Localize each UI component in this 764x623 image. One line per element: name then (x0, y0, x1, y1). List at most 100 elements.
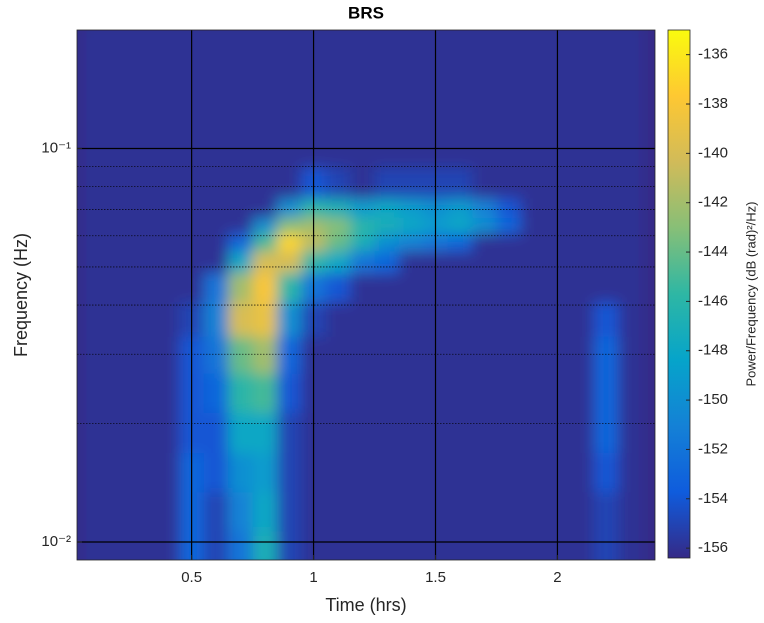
heat-cell (472, 69, 497, 121)
heat-cell (252, 198, 278, 218)
heat-cell (594, 491, 619, 532)
heat-cell (276, 119, 302, 169)
heat-cell (203, 301, 229, 337)
heat-cell (374, 30, 400, 70)
heat-cell (228, 412, 254, 453)
heat-cell (374, 272, 400, 303)
heat-cell (350, 119, 376, 169)
colorbar-tick-label: -154 (698, 490, 728, 507)
heat-cell (106, 272, 132, 303)
heatmap-cells (77, 30, 655, 560)
heat-cell (447, 530, 473, 560)
heat-cell (81, 530, 107, 560)
heat-cell (350, 69, 376, 121)
heat-cell (325, 491, 351, 532)
heat-cell (130, 69, 156, 121)
heat-cell (130, 167, 156, 199)
heat-cell (398, 233, 424, 252)
heat-cell (325, 233, 351, 252)
heat-cell (106, 491, 132, 532)
heat-cell (203, 412, 229, 453)
heat-cell (106, 119, 132, 169)
heat-cell (276, 373, 302, 413)
heat-cell (520, 491, 546, 532)
heat-cell (350, 198, 376, 218)
heat-cell (252, 491, 278, 532)
heat-cell (520, 250, 546, 274)
heat-cell (569, 167, 595, 199)
heat-cell (374, 491, 400, 532)
heat-cell (350, 272, 376, 303)
heat-cell (569, 301, 595, 337)
heat-cell (252, 119, 278, 169)
heat-cell (276, 250, 302, 274)
heat-cell (520, 412, 546, 453)
heat-cell (398, 30, 424, 70)
heat-cell (81, 452, 107, 493)
x-tick-label: 1.5 (425, 569, 446, 586)
heat-cell (252, 167, 278, 199)
heat-cell (520, 69, 546, 121)
y-tick-label: 10⁻² (41, 533, 71, 550)
heat-cell (520, 167, 546, 199)
heat-cell (276, 69, 302, 121)
heat-cell (594, 30, 619, 70)
heat-cell (81, 373, 107, 413)
heat-cell (155, 336, 180, 374)
heat-cell (398, 530, 424, 560)
heat-cell (252, 272, 278, 303)
heat-cell (155, 373, 180, 413)
heat-cell (594, 167, 619, 199)
heat-cell (130, 217, 156, 234)
heat-cell (350, 491, 376, 532)
heat-cell (374, 198, 400, 218)
heat-cell (398, 491, 424, 532)
heat-cell (472, 530, 497, 560)
heat-cell (106, 198, 132, 218)
heat-cell (472, 452, 497, 493)
heat-cell (81, 301, 107, 337)
heat-cell (398, 119, 424, 169)
heat-cell (569, 452, 595, 493)
heat-cell (374, 530, 400, 560)
heat-cell (398, 198, 424, 218)
heat-cell (325, 69, 351, 121)
heat-cell (398, 250, 424, 274)
heat-cell (252, 336, 278, 374)
heat-cell (350, 250, 376, 274)
heat-cell (130, 491, 156, 532)
heat-cell (130, 530, 156, 560)
heat-cell (228, 233, 254, 252)
x-axis-label: Time (hrs) (325, 595, 406, 615)
heat-cell (203, 198, 229, 218)
heat-cell (106, 412, 132, 453)
heat-cell (374, 250, 400, 274)
heat-cell (594, 119, 619, 169)
heat-cell (203, 30, 229, 70)
heat-cell (594, 198, 619, 218)
heat-cell (252, 530, 278, 560)
heat-cell (106, 217, 132, 234)
heat-cell (496, 452, 522, 493)
heat-cell (618, 198, 644, 218)
heat-cell (106, 167, 132, 199)
heat-cell (155, 233, 180, 252)
heat-cell (228, 69, 254, 121)
heatmap (77, 30, 655, 560)
heat-cell (276, 167, 302, 199)
heat-cell (569, 233, 595, 252)
heat-cell (594, 233, 619, 252)
heat-cell (594, 301, 619, 337)
heat-cell (130, 301, 156, 337)
heat-cell (155, 119, 180, 169)
colorbar-tick-label: -148 (698, 342, 728, 359)
heat-cell (496, 198, 522, 218)
heat-cell (472, 250, 497, 274)
heat-cell (155, 217, 180, 234)
heat-cell (325, 198, 351, 218)
heat-cell (594, 250, 619, 274)
grid (77, 30, 655, 560)
heat-cell (106, 336, 132, 374)
heat-cell (398, 452, 424, 493)
